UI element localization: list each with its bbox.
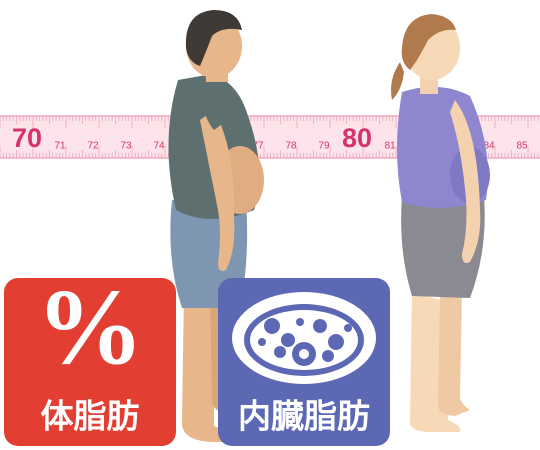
woman-figure — [391, 14, 490, 432]
tape-label: 74 — [153, 141, 165, 152]
tape-label: 72 — [87, 141, 99, 152]
body-fat-badge: % 体脂肪 — [4, 268, 176, 446]
tape-label: 71 — [54, 141, 66, 152]
illustration: 707172737477787980818485 % 体脂肪 — [0, 0, 540, 450]
visceral-fat-badge: 内臓脂肪 — [218, 278, 390, 446]
tape-label: 73 — [120, 141, 132, 152]
tape-label: 78 — [285, 141, 297, 152]
badge-label: 体脂肪 — [41, 397, 140, 436]
tape-label: 81 — [384, 141, 396, 152]
percent-symbol: % — [36, 268, 144, 387]
tape-label: 79 — [318, 141, 330, 152]
badge-label: 内臓脂肪 — [238, 397, 370, 436]
page: {"tape": {"labels": ["70", "71", "72", "… — [0, 0, 540, 450]
tape-label: 85 — [516, 141, 528, 152]
tape-label: 80 — [342, 123, 372, 153]
tape-label: 70 — [12, 123, 42, 153]
